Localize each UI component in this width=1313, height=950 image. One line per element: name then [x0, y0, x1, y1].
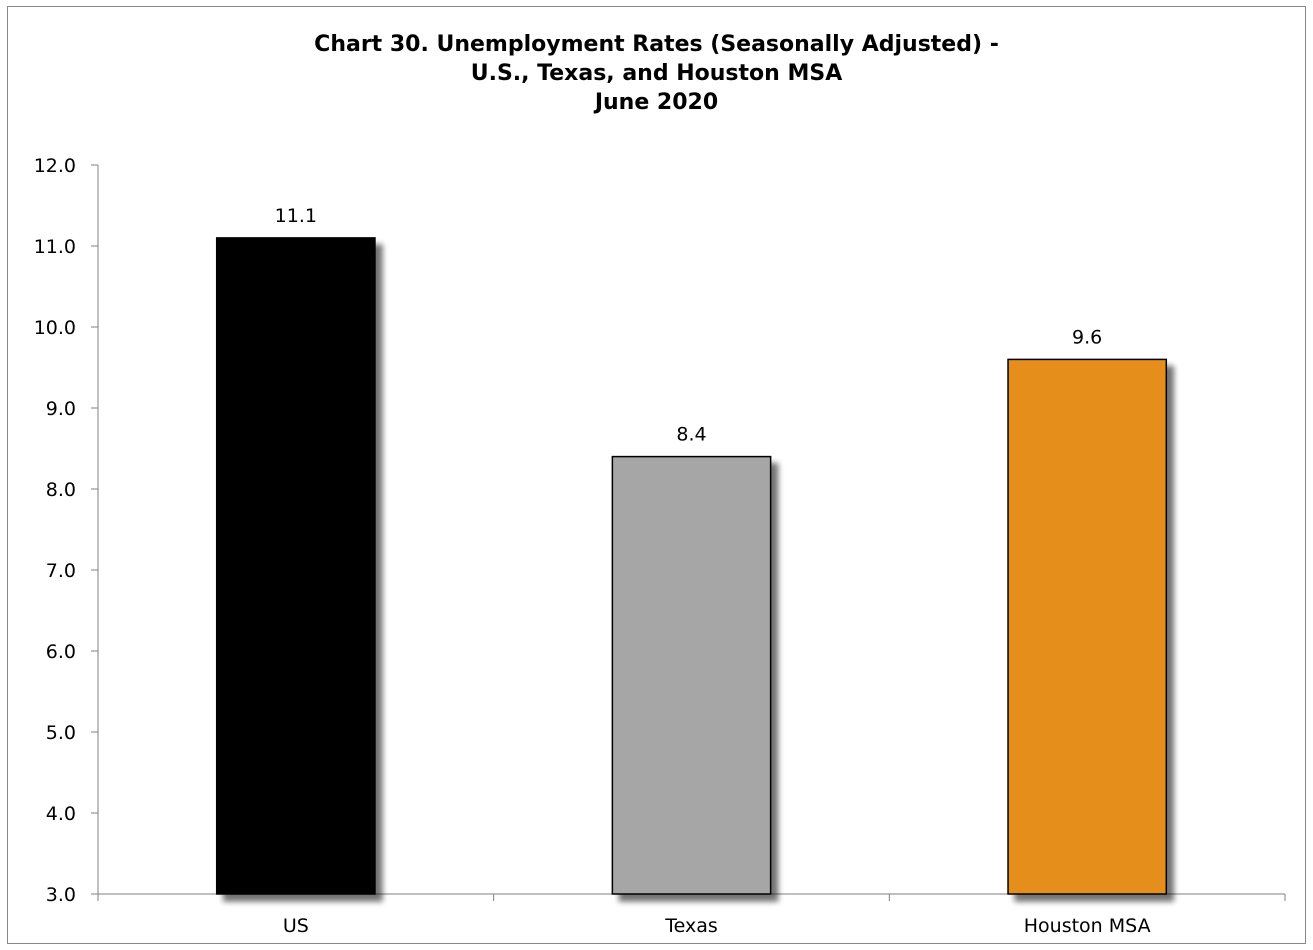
x-category-label: US: [283, 915, 309, 937]
data-label: 8.4: [676, 424, 706, 446]
y-tick-label: 9.0: [46, 398, 76, 420]
x-category-label: Texas: [664, 915, 718, 937]
y-tick-label: 12.0: [34, 155, 76, 177]
bar-texas: [611, 455, 772, 895]
bar-us: [215, 237, 376, 895]
y-tick-label: 5.0: [46, 722, 76, 744]
data-label: 11.1: [275, 205, 317, 227]
bar-houston-msa: [1007, 358, 1168, 895]
chart-title: Chart 30. Unemployment Rates (Seasonally…: [0, 30, 1313, 117]
chart-title-line-2: U.S., Texas, and Houston MSA: [470, 61, 843, 86]
y-axis: 3.0 4.0 5.0 6.0 7.0 8.0 9.0 10.0 11.0 12.0: [34, 155, 99, 906]
y-tick-label: 7.0: [46, 560, 76, 582]
y-tick-label: 10.0: [34, 317, 76, 339]
y-tick-label: 11.0: [34, 236, 76, 258]
data-labels: 11.1 8.4 9.6: [275, 205, 1103, 446]
x-category-label: Houston MSA: [1024, 915, 1151, 937]
x-axis: US Texas Houston MSA: [97, 893, 1286, 937]
y-tick-label: 8.0: [46, 479, 76, 501]
chart-title-line-3: June 2020: [594, 90, 719, 115]
y-tick-label: 6.0: [46, 641, 76, 663]
y-tick-label: 3.0: [46, 884, 76, 906]
y-tick-label: 4.0: [46, 803, 76, 825]
bars: [215, 237, 1168, 895]
data-label: 9.6: [1072, 326, 1102, 348]
chart-title-line-1: Chart 30. Unemployment Rates (Seasonally…: [314, 32, 999, 57]
